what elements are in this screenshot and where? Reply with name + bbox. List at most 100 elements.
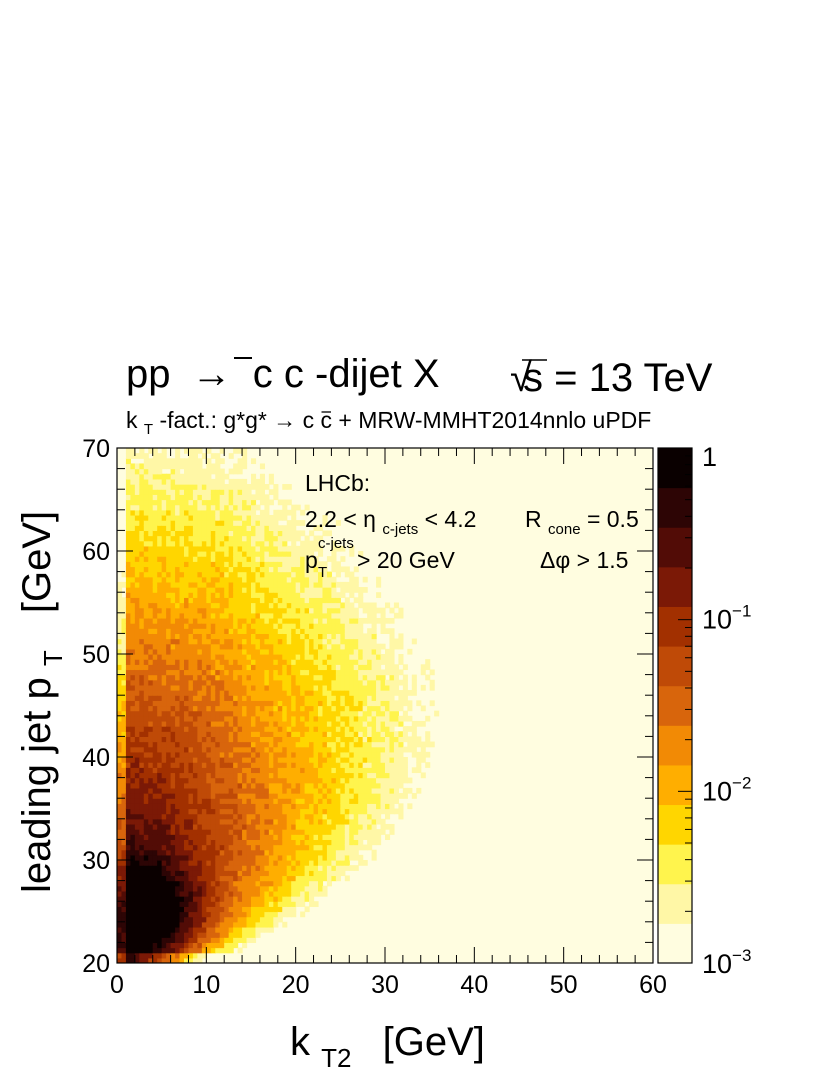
heatmap-cell xyxy=(340,654,346,660)
heatmap-cell xyxy=(242,829,248,835)
heatmap-cell xyxy=(161,813,167,820)
heatmap-cell xyxy=(197,942,203,949)
heatmap-cell xyxy=(259,844,265,851)
heatmap-cell xyxy=(282,762,288,768)
heatmap-cell xyxy=(242,664,248,671)
heatmap-cell xyxy=(188,458,194,465)
heatmap-cell xyxy=(255,617,261,624)
heatmap-cell xyxy=(304,757,310,763)
heatmap-cell xyxy=(228,468,234,475)
heatmap-cell xyxy=(376,772,382,779)
heatmap-cell xyxy=(152,633,158,640)
heatmap-cell xyxy=(237,705,243,712)
heatmap-cell xyxy=(166,684,172,691)
heatmap-cell xyxy=(188,463,194,470)
heatmap-cell xyxy=(309,690,315,696)
heatmap-cell xyxy=(210,947,216,954)
heatmap-cell xyxy=(215,638,221,645)
heatmap-cell xyxy=(237,880,243,887)
heatmap-cell xyxy=(300,674,306,681)
heatmap-cell xyxy=(125,545,131,552)
heatmap-cell xyxy=(192,787,198,794)
heatmap-cell xyxy=(251,875,257,882)
heatmap-cell xyxy=(228,834,234,840)
heatmap-cell xyxy=(134,932,140,938)
heatmap-cell xyxy=(326,679,332,686)
heatmap-cell xyxy=(184,617,190,624)
heatmap-cell xyxy=(376,787,382,794)
heatmap-cell xyxy=(157,885,163,892)
heatmap-cell xyxy=(175,602,181,609)
heatmap-cell xyxy=(304,571,310,578)
heatmap-cell xyxy=(224,813,230,820)
heatmap-cell xyxy=(148,803,154,810)
heatmap-cell xyxy=(295,530,301,537)
heatmap-cell xyxy=(166,865,172,871)
heatmap-cell xyxy=(219,762,225,768)
heatmap-cell xyxy=(166,695,172,701)
heatmap-cell xyxy=(192,808,198,815)
heatmap-cell xyxy=(264,849,270,856)
heatmap-cell xyxy=(161,643,167,650)
heatmap-cell xyxy=(228,777,234,784)
heatmap-cell xyxy=(291,880,297,887)
subtitle: k T -fact.: g*g* → c c + MRW-MMHT2014nnl… xyxy=(126,407,651,438)
heatmap-cell xyxy=(166,581,172,588)
heatmap-cell xyxy=(255,556,261,562)
heatmap-cell xyxy=(353,731,359,737)
heatmap-cell xyxy=(331,602,337,609)
heatmap-cell xyxy=(148,865,154,871)
heatmap-cell xyxy=(206,551,212,557)
heatmap-cell xyxy=(344,648,350,655)
heatmap-cell xyxy=(358,793,364,799)
heatmap-cell xyxy=(210,829,216,835)
heatmap-cell xyxy=(184,690,190,696)
heatmap-cell xyxy=(237,875,243,882)
heatmap-cell xyxy=(228,890,234,897)
heatmap-cell xyxy=(237,566,243,573)
heatmap-cell xyxy=(179,823,185,830)
heatmap-cell xyxy=(117,901,123,907)
heatmap-cell xyxy=(309,818,315,825)
heatmap-cell xyxy=(318,793,324,799)
heatmap-cell xyxy=(206,844,212,851)
heatmap-cell xyxy=(117,818,123,825)
heatmap-cell xyxy=(125,767,131,774)
heatmap-cell xyxy=(166,566,172,573)
heatmap-cell xyxy=(331,648,337,655)
heatmap-cell xyxy=(188,880,194,887)
heatmap-cell xyxy=(282,757,288,763)
heatmap-cell xyxy=(246,880,252,887)
heatmap-cell xyxy=(304,535,310,542)
heatmap-cell xyxy=(184,530,190,537)
heatmap-cell xyxy=(340,700,346,707)
heatmap-cell xyxy=(219,751,225,758)
heatmap-cell xyxy=(206,710,212,717)
heatmap-cell xyxy=(273,700,279,707)
heatmap-cell xyxy=(251,787,257,794)
heatmap-cell xyxy=(130,643,136,650)
heatmap-cell xyxy=(233,870,239,877)
heatmap-cell xyxy=(152,473,158,480)
heatmap-cell xyxy=(237,937,243,943)
heatmap-cell xyxy=(304,736,310,743)
heatmap-cell xyxy=(210,664,216,671)
heatmap-cell xyxy=(175,751,181,758)
heatmap-cell xyxy=(295,633,301,640)
heatmap-cell xyxy=(179,782,185,789)
heatmap-cell xyxy=(322,762,328,768)
heatmap-cell xyxy=(152,566,158,573)
heatmap-cell xyxy=(197,890,203,897)
heatmap-cell xyxy=(331,710,337,717)
heatmap-cell xyxy=(237,916,243,923)
heatmap-cell xyxy=(380,746,386,753)
heatmap-cell xyxy=(286,587,292,593)
heatmap-cell xyxy=(219,782,225,789)
heatmap-cell xyxy=(117,602,123,609)
heatmap-cell xyxy=(344,684,350,691)
heatmap-cell xyxy=(282,901,288,907)
heatmap-cell xyxy=(326,844,332,851)
heatmap-cell xyxy=(304,561,310,568)
heatmap-cell xyxy=(152,751,158,758)
heatmap-cell xyxy=(139,926,145,933)
